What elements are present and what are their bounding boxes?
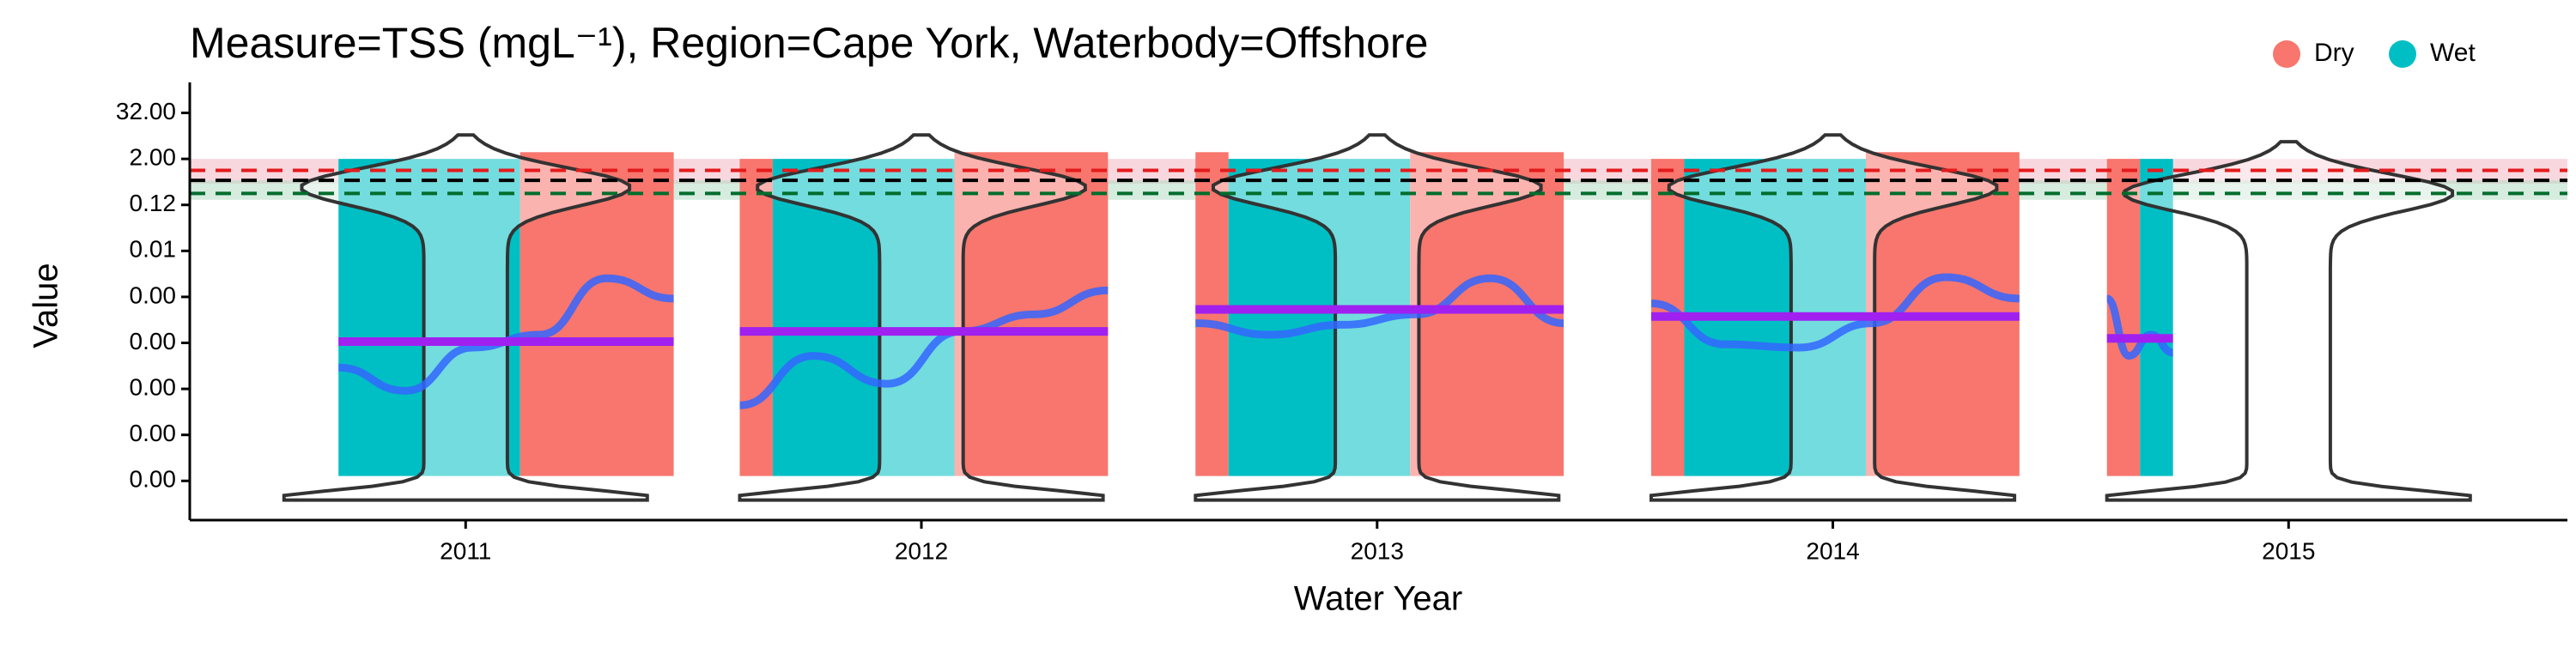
legend-swatch	[2389, 40, 2416, 68]
point-cloud	[2106, 159, 2141, 476]
x-tick-label: 2012	[895, 537, 948, 564]
x-tick-label: 2013	[1351, 537, 1404, 564]
y-tick-label: 2.00	[130, 144, 177, 171]
violin	[738, 133, 1105, 502]
point-cloud	[739, 159, 773, 476]
y-tick-label: 0.00	[130, 282, 177, 308]
y-tick-label: 32.00	[116, 98, 176, 124]
trend-line	[739, 286, 1109, 409]
y-tick-label: 0.01	[130, 236, 177, 263]
legend-swatch	[2273, 40, 2300, 68]
legend-label: Wet	[2430, 39, 2476, 67]
x-tick-label: 2011	[440, 537, 491, 564]
point-cloud	[2140, 159, 2173, 476]
point-cloud	[519, 152, 674, 476]
trend-line	[1650, 273, 2020, 352]
x-axis-title: Water Year	[1294, 580, 1462, 618]
trend-line	[1195, 274, 1564, 339]
violin	[282, 133, 649, 502]
y-tick-label: 0.00	[130, 466, 177, 493]
y-tick-label: 0.12	[130, 190, 177, 216]
y-tick-label: 0.00	[130, 373, 177, 400]
y-axis-title: Value	[27, 263, 65, 348]
point-cloud	[772, 159, 955, 476]
y-tick-label: 0.00	[130, 328, 177, 354]
point-cloud	[338, 159, 520, 476]
legend-label: Dry	[2314, 39, 2354, 67]
chart-title: Measure=TSS (mgL⁻¹), Region=Cape York, W…	[190, 19, 1428, 67]
x-tick-label: 2014	[1806, 537, 1859, 564]
x-tick-label: 2015	[2262, 537, 2315, 564]
point-cloud	[1195, 152, 1229, 476]
violin	[2105, 140, 2472, 502]
y-tick-label: 0.00	[130, 420, 177, 446]
